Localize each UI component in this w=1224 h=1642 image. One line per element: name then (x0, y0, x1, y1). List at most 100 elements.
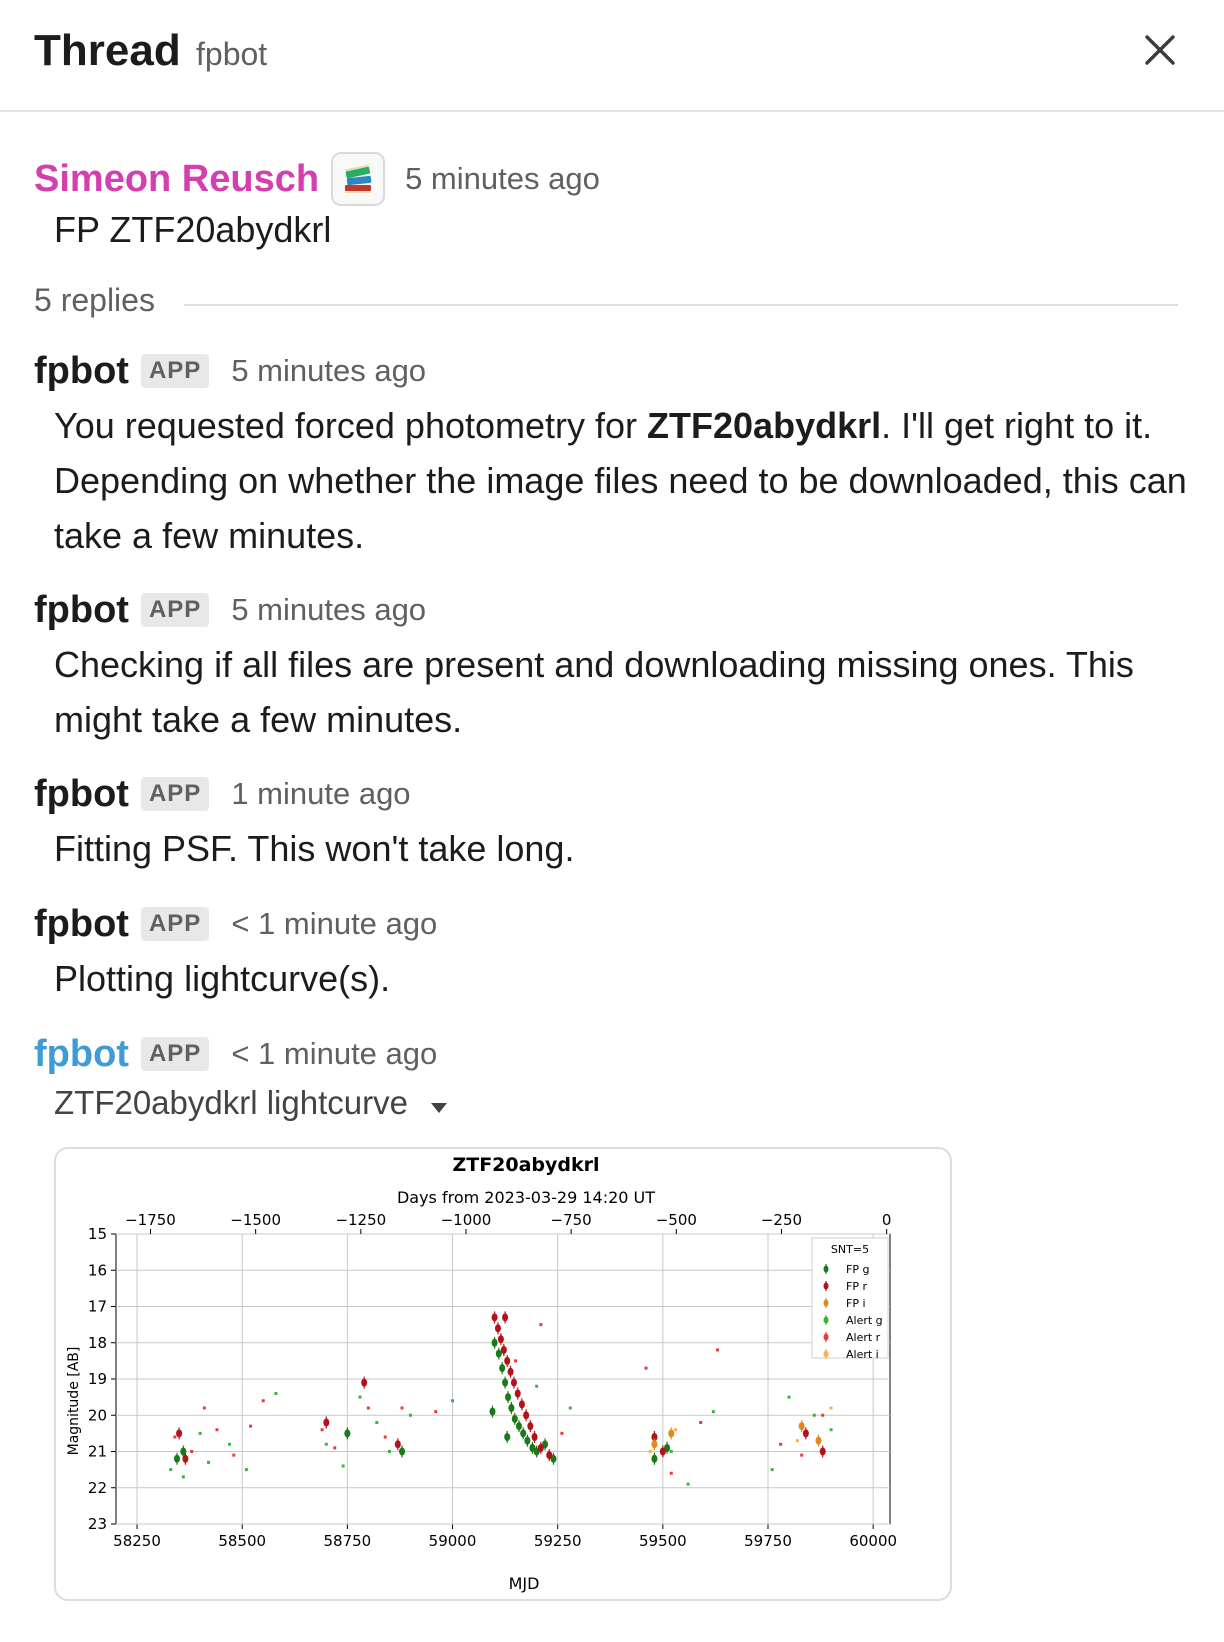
app-badge: APP (140, 354, 210, 388)
fp-g-point (515, 1422, 522, 1431)
fp-r-point (497, 1335, 504, 1344)
alert-r-point (366, 1406, 370, 1410)
author-name[interactable]: fpbot (34, 902, 129, 945)
alert-g-point (228, 1442, 232, 1446)
chart-plot-area: 58250 58500 58750 59000 59250 59500 59750 60000… (88, 1211, 897, 1550)
message-header: fpbot APP 5 minutes ago (34, 587, 426, 633)
alert-g-point (770, 1468, 774, 1472)
fp-r-point (182, 1454, 189, 1463)
chart-title: ZTF20abydkrl (452, 1154, 599, 1176)
message-timestamp[interactable]: 5 minutes ago (231, 592, 427, 627)
x-tick-label: 58750 (323, 1532, 371, 1550)
message-timestamp[interactable]: 1 minute ago (231, 776, 411, 811)
message-text: Checking if all files are present and do… (54, 644, 1134, 740)
fp-g-point (173, 1454, 180, 1463)
message-timestamp[interactable]: 5 minutes ago (231, 353, 427, 388)
author-name[interactable]: fpbot (34, 588, 129, 631)
fp-r-point (510, 1378, 517, 1387)
alert-g-point (812, 1413, 816, 1417)
fp-g-point (651, 1454, 658, 1463)
author-name[interactable]: fpbot (34, 349, 129, 392)
alert-r-point (434, 1410, 438, 1414)
alert-r-point (202, 1406, 206, 1410)
message-text-part: You requested forced photometry for (54, 405, 648, 446)
message-text-part: . I'll get right to it. Depending on whe… (54, 405, 1187, 556)
fp-r-point (651, 1433, 658, 1441)
close-icon[interactable] (1138, 28, 1182, 72)
fp-g-point (499, 1364, 506, 1373)
fp-g-point (505, 1393, 512, 1402)
alert-i-point (795, 1439, 799, 1443)
attachment-toggle[interactable]: ZTF20abydkrl lightcurve (54, 1084, 448, 1122)
app-badge: APP (140, 1037, 210, 1071)
message-timestamp[interactable]: < 1 minute ago (231, 1036, 438, 1071)
replies-count: 5 replies (34, 282, 155, 318)
fp-i-point (815, 1436, 822, 1445)
message-text: Fitting PSF. This won't take long. (54, 828, 575, 869)
legend-marker (823, 1299, 829, 1307)
chart-y-axis-label: Magnitude [AB] (66, 1347, 82, 1456)
author-name[interactable]: fpbot (34, 772, 129, 815)
fp-r-point (504, 1356, 511, 1365)
alert-g-point (451, 1399, 455, 1403)
legend-label: Alert g (846, 1314, 883, 1327)
app-badge: APP (140, 777, 210, 811)
lightcurve-chart: ZTF20abydkrl Days from 2023-03-29 14:20 … (66, 1154, 897, 1593)
alert-r-point (249, 1424, 253, 1428)
lightcurve-image[interactable]: ZTF20abydkrl Days from 2023-03-29 14:20 … (54, 1147, 952, 1601)
fp-r-point (546, 1451, 553, 1460)
fp-r-point (361, 1378, 368, 1387)
chart-legend: SNT=5 FP g FP r FP i Alert g Alert r Alert i (811, 1237, 889, 1361)
x-tick-label: 58500 (218, 1532, 266, 1550)
alert-g-point (198, 1431, 202, 1435)
message-header: fpbot APP 1 minute ago (34, 771, 411, 817)
message-timestamp[interactable]: < 1 minute ago (231, 906, 438, 941)
alert-r-point (173, 1435, 177, 1439)
thread-title: Thread (34, 26, 181, 75)
fp-r-point (507, 1367, 514, 1376)
legend-marker (823, 1316, 829, 1324)
chart-x-axis-label: MJD (509, 1574, 540, 1593)
fp-r-point (494, 1324, 501, 1333)
alert-r-point (669, 1471, 673, 1475)
alert-r-point (779, 1442, 783, 1446)
fp-g-point (495, 1349, 502, 1358)
alert-r-point (800, 1453, 804, 1457)
alert-i-point (648, 1450, 652, 1453)
parent-message-text: FP ZTF20abydkrl (54, 209, 332, 250)
legend-label: Alert r (846, 1331, 881, 1344)
fp-r-point (531, 1433, 538, 1441)
legend-label: FP g (846, 1263, 869, 1276)
fp-g-point (489, 1407, 496, 1416)
alert-r-point (821, 1413, 825, 1417)
author-name[interactable]: Simeon Reusch (34, 157, 320, 200)
alert-r-point (232, 1453, 236, 1457)
fp-g-point (520, 1429, 527, 1438)
author-name[interactable]: fpbot (34, 1032, 129, 1075)
fp-i-point (651, 1440, 658, 1449)
legend-label: FP r (846, 1280, 867, 1293)
alert-g-point (244, 1468, 248, 1472)
x-tick-label: 59500 (639, 1532, 687, 1550)
fp-r-point (394, 1440, 401, 1449)
legend-marker (823, 1265, 829, 1273)
fp-i-point (798, 1422, 805, 1431)
alert-g-point (341, 1464, 345, 1468)
fp-g-point (180, 1447, 187, 1456)
x-tick-label: 59750 (744, 1532, 792, 1550)
fp-g-point (524, 1436, 531, 1445)
legend-marker (823, 1333, 829, 1341)
alert-r-point (215, 1428, 219, 1432)
alert-g-point (686, 1482, 690, 1486)
top-tick-label: −1000 (441, 1211, 492, 1229)
message-timestamp[interactable]: 5 minutes ago (405, 161, 600, 196)
fp-r-point (527, 1422, 534, 1431)
top-tick-label: −750 (551, 1211, 592, 1229)
y-tick-label: 16 (88, 1261, 107, 1279)
alert-g-point (324, 1442, 328, 1446)
alert-r-point (383, 1435, 387, 1439)
fp-r-point (802, 1429, 809, 1438)
app-badge: APP (140, 907, 210, 941)
x-tick-label: 58250 (113, 1532, 161, 1550)
alert-r-point (261, 1399, 265, 1403)
